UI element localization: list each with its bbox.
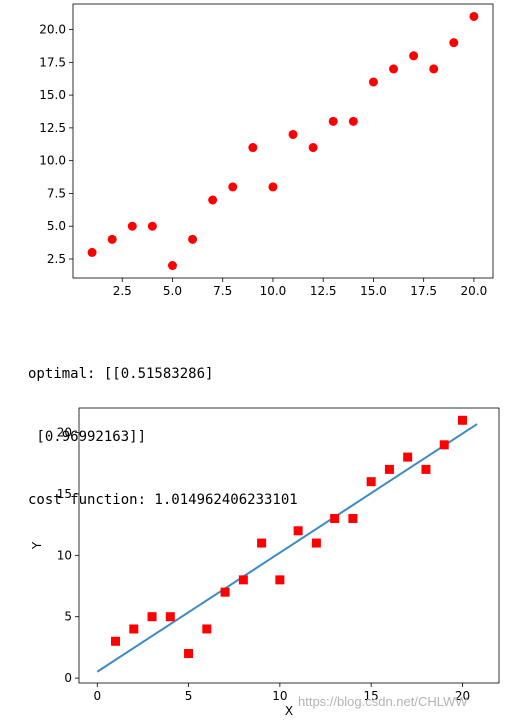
data-point — [127, 221, 137, 231]
x-axis-label: X — [285, 704, 293, 718]
regression-line — [96, 423, 478, 673]
x-tick-label: 0 — [93, 689, 101, 703]
axes-frame — [78, 407, 500, 684]
y-tick-label: 15 — [57, 487, 72, 501]
y-tick-label: 0 — [64, 671, 72, 685]
data-point — [449, 38, 459, 48]
x-tick-label: 12.5 — [310, 284, 337, 298]
scatter-chart-data: 2.5 5.0 7.5 10.0 12.5 15.0 17.5 20.0 2.5 5.0 7.5 10… — [39, 3, 494, 298]
watermark-text: https://blog.csdn.net/CHLWW — [298, 694, 468, 709]
data-point — [238, 575, 248, 585]
x-tick-label: 20.0 — [461, 284, 488, 298]
x-tick-label: 15 — [364, 689, 379, 703]
data-point — [311, 538, 321, 548]
x-tick-label: 10.0 — [260, 284, 287, 298]
data-point — [403, 452, 413, 462]
y-tick-label: 20 — [57, 426, 72, 440]
data-point — [129, 624, 139, 634]
data-point — [348, 116, 358, 126]
y-tick-label: 5 — [64, 610, 72, 624]
y-tick-label: 2.5 — [47, 252, 66, 266]
data-point — [167, 261, 177, 271]
data-point — [188, 234, 198, 244]
data-point — [293, 526, 303, 536]
y-tick-label: 12.5 — [39, 121, 66, 135]
data-point — [389, 64, 399, 74]
axes-frame — [72, 3, 494, 279]
y-tick-label: 10.0 — [39, 154, 66, 168]
data-point — [275, 575, 285, 585]
data-point — [330, 513, 340, 523]
data-point — [107, 234, 117, 244]
x-tick-label: 10 — [272, 689, 287, 703]
data-point — [429, 64, 439, 74]
data-point — [457, 415, 467, 425]
y-tick-label: 5.0 — [47, 219, 66, 233]
x-tick-label: 15.0 — [360, 284, 387, 298]
y-tick-label: 7.5 — [47, 186, 66, 200]
data-point — [366, 477, 376, 487]
data-point — [87, 247, 97, 257]
regression-chart: 0 5 10 15 20 0 5 10 15 20 X Y — [30, 407, 500, 718]
data-point — [208, 195, 218, 205]
data-point — [257, 538, 267, 548]
x-tick-label: 5.0 — [163, 284, 182, 298]
data-point — [328, 116, 338, 126]
optimal-line-2: [0.96992163]] — [28, 429, 147, 445]
y-tick-label: 10 — [57, 548, 72, 562]
data-point — [368, 77, 378, 87]
data-point — [147, 221, 157, 231]
data-point — [469, 11, 479, 21]
cost-function-line: cost function: 1.014962406233101 — [28, 492, 298, 508]
data-point — [111, 636, 121, 646]
y-axis-label: Y — [30, 541, 44, 550]
console-output: optimal: [[0.51583286] [0.96992163]] cos… — [28, 322, 498, 532]
data-point — [268, 182, 278, 192]
x-tick-label: 5 — [185, 689, 193, 703]
data-point — [147, 612, 157, 622]
data-point — [220, 587, 230, 597]
x-tick-label: 17.5 — [410, 284, 437, 298]
data-point — [288, 129, 298, 139]
x-tick-label: 2.5 — [113, 284, 132, 298]
y-tick-label: 17.5 — [39, 55, 66, 69]
data-point — [308, 143, 318, 153]
x-tick-label: 7.5 — [213, 284, 232, 298]
data-point — [384, 464, 394, 474]
data-point — [421, 464, 431, 474]
data-point — [184, 649, 194, 659]
data-point — [248, 143, 258, 153]
y-tick-label: 15.0 — [39, 88, 66, 102]
data-point — [409, 51, 419, 61]
data-point — [439, 440, 449, 450]
y-tick-label: 20.0 — [39, 23, 66, 37]
data-point — [202, 624, 212, 634]
data-point — [165, 612, 175, 622]
optimal-line-1: optimal: [[0.51583286] — [28, 366, 214, 382]
data-point — [228, 182, 238, 192]
x-tick-label: 20 — [455, 689, 470, 703]
data-point — [348, 513, 358, 523]
